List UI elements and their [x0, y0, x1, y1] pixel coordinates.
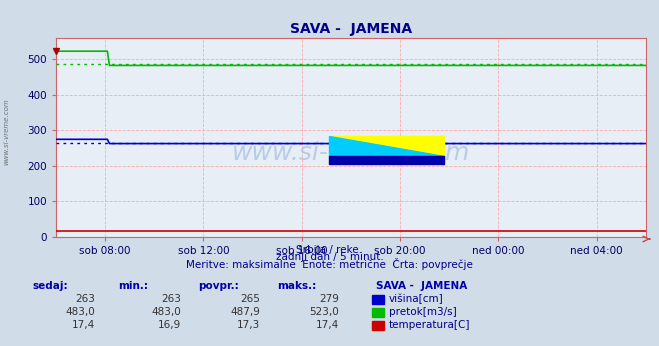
Bar — [329, 156, 444, 164]
Text: www.si-vreme.com: www.si-vreme.com — [232, 142, 470, 165]
Title: SAVA -  JAMENA: SAVA - JAMENA — [290, 21, 412, 36]
Text: 17,3: 17,3 — [237, 320, 260, 330]
Text: Meritve: maksimalne  Enote: metrične  Črta: povprečje: Meritve: maksimalne Enote: metrične Črta… — [186, 258, 473, 271]
Polygon shape — [329, 136, 444, 156]
Text: 279: 279 — [320, 294, 339, 304]
Text: Srbija / reke.: Srbija / reke. — [297, 245, 362, 255]
Text: zadnji dan / 5 minut.: zadnji dan / 5 minut. — [275, 252, 384, 262]
Text: 483,0: 483,0 — [152, 307, 181, 317]
Text: višina[cm]: višina[cm] — [389, 294, 444, 304]
Text: SAVA -  JAMENA: SAVA - JAMENA — [376, 281, 467, 291]
Text: 17,4: 17,4 — [72, 320, 96, 330]
Text: min.:: min.: — [119, 281, 149, 291]
Text: 523,0: 523,0 — [310, 307, 339, 317]
Text: povpr.:: povpr.: — [198, 281, 239, 291]
Text: 265: 265 — [241, 294, 260, 304]
Text: maks.:: maks.: — [277, 281, 316, 291]
Text: pretok[m3/s]: pretok[m3/s] — [389, 307, 457, 317]
Text: 483,0: 483,0 — [66, 307, 96, 317]
Text: 263: 263 — [161, 294, 181, 304]
Text: 263: 263 — [76, 294, 96, 304]
Text: temperatura[C]: temperatura[C] — [389, 320, 471, 330]
Text: 16,9: 16,9 — [158, 320, 181, 330]
Text: www.si-vreme.com: www.si-vreme.com — [3, 98, 10, 165]
Polygon shape — [329, 136, 444, 156]
Text: 487,9: 487,9 — [231, 307, 260, 317]
Text: 17,4: 17,4 — [316, 320, 339, 330]
Text: sedaj:: sedaj: — [33, 281, 69, 291]
